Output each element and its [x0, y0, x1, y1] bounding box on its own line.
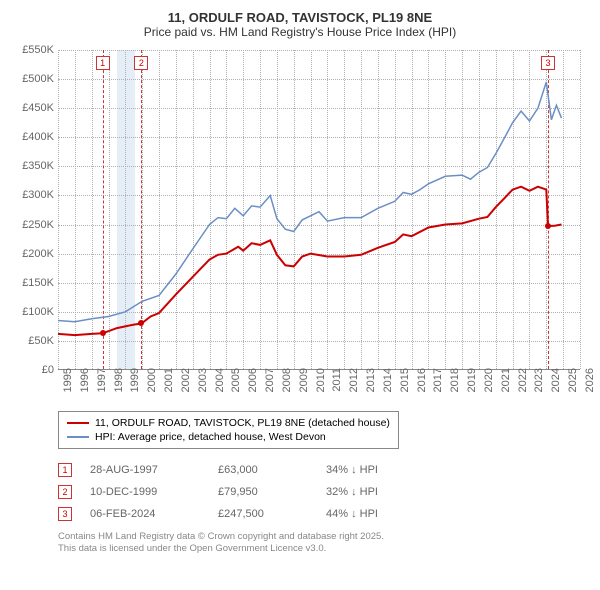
marker-box: 2 — [134, 56, 148, 70]
x-axis-label: 2000 — [146, 368, 158, 408]
y-axis-label: £350K — [10, 160, 54, 172]
x-axis-label: 2010 — [315, 368, 327, 408]
x-axis-label: 2003 — [197, 368, 209, 408]
y-axis-label: £450K — [10, 102, 54, 114]
y-axis-label: £150K — [10, 277, 54, 289]
x-axis-label: 1997 — [96, 368, 108, 408]
y-axis-label: £50K — [10, 335, 54, 347]
marker-box: 3 — [541, 56, 555, 70]
footnote: Contains HM Land Registry data © Crown c… — [58, 531, 592, 556]
sales-date: 10-DEC-1999 — [90, 486, 200, 498]
y-axis-label: £250K — [10, 219, 54, 231]
sales-row: 1 28-AUG-1997 £63,000 34% ↓ HPI — [58, 459, 592, 481]
x-axis-label: 2021 — [500, 368, 512, 408]
x-axis-label: 2012 — [348, 368, 360, 408]
x-axis-label: 2011 — [331, 368, 343, 408]
y-axis-label: £100K — [10, 306, 54, 318]
legend-label: HPI: Average price, detached house, West… — [95, 431, 326, 443]
footnote-line-1: Contains HM Land Registry data © Crown c… — [58, 531, 592, 543]
sales-marker: 3 — [58, 507, 72, 521]
y-axis-label: £300K — [10, 189, 54, 201]
footnote-line-2: This data is licensed under the Open Gov… — [58, 543, 592, 555]
sales-pct: 32% ↓ HPI — [326, 486, 378, 498]
x-axis-label: 2015 — [399, 368, 411, 408]
sales-price: £79,950 — [218, 486, 308, 498]
legend-row: 11, ORDULF ROAD, TAVISTOCK, PL19 8NE (de… — [67, 416, 390, 430]
legend-swatch — [67, 436, 89, 438]
x-axis-label: 2004 — [214, 368, 226, 408]
chart-subtitle: Price paid vs. HM Land Registry's House … — [8, 25, 592, 39]
x-axis-label: 2002 — [180, 368, 192, 408]
x-axis-label: 1996 — [79, 368, 91, 408]
plot-region: 1 2 3 — [58, 50, 580, 370]
x-axis-label: 2022 — [517, 368, 529, 408]
x-axis-label: 2006 — [247, 368, 259, 408]
x-axis-label: 2013 — [365, 368, 377, 408]
y-axis-label: £400K — [10, 131, 54, 143]
chart-area: £0 £50K £100K £150K £200K £250K £300K £350K £400… — [8, 45, 592, 405]
x-axis-label: 2020 — [483, 368, 495, 408]
x-axis-label: 2018 — [449, 368, 461, 408]
x-axis-label: 1995 — [62, 368, 74, 408]
x-axis-label: 2016 — [416, 368, 428, 408]
y-axis-label: £500K — [10, 73, 54, 85]
sales-price: £247,500 — [218, 508, 308, 520]
x-axis-label: 2024 — [550, 368, 562, 408]
x-axis-label: 2017 — [432, 368, 444, 408]
x-axis-label: 2008 — [281, 368, 293, 408]
x-axis-label: 2005 — [230, 368, 242, 408]
sales-table: 1 28-AUG-1997 £63,000 34% ↓ HPI 2 10-DEC-1999… — [58, 459, 592, 525]
sales-date: 28-AUG-1997 — [90, 464, 200, 476]
sale-dot — [545, 223, 551, 229]
marker-box: 1 — [96, 56, 110, 70]
x-axis-label: 1998 — [113, 368, 125, 408]
x-axis-label: 2026 — [584, 368, 596, 408]
grid-line — [580, 50, 581, 369]
x-axis-label: 2025 — [567, 368, 579, 408]
series-price_paid — [58, 187, 562, 335]
series-svg — [58, 50, 580, 370]
sales-row: 2 10-DEC-1999 £79,950 32% ↓ HPI — [58, 481, 592, 503]
y-axis-label: £200K — [10, 248, 54, 260]
sales-pct: 44% ↓ HPI — [326, 508, 378, 520]
y-axis-label: £550K — [10, 44, 54, 56]
sales-pct: 34% ↓ HPI — [326, 464, 378, 476]
x-axis-label: 2014 — [382, 368, 394, 408]
x-axis-label: 2019 — [466, 368, 478, 408]
sales-marker: 2 — [58, 485, 72, 499]
sale-dot — [138, 320, 144, 326]
chart-title: 11, ORDULF ROAD, TAVISTOCK, PL19 8NE — [8, 10, 592, 25]
legend-label: 11, ORDULF ROAD, TAVISTOCK, PL19 8NE (de… — [95, 417, 390, 429]
sales-date: 06-FEB-2024 — [90, 508, 200, 520]
legend-swatch — [67, 422, 89, 424]
x-axis-label: 1999 — [129, 368, 141, 408]
legend: 11, ORDULF ROAD, TAVISTOCK, PL19 8NE (de… — [58, 411, 399, 449]
sales-row: 3 06-FEB-2024 £247,500 44% ↓ HPI — [58, 503, 592, 525]
x-axis-label: 2023 — [533, 368, 545, 408]
x-axis-label: 2007 — [264, 368, 276, 408]
sales-marker: 1 — [58, 463, 72, 477]
x-axis-label: 2009 — [298, 368, 310, 408]
sale-dot — [100, 330, 106, 336]
sales-price: £63,000 — [218, 464, 308, 476]
y-axis-label: £0 — [10, 364, 54, 376]
legend-row: HPI: Average price, detached house, West… — [67, 430, 390, 444]
series-hpi — [58, 82, 562, 322]
x-axis-label: 2001 — [163, 368, 175, 408]
